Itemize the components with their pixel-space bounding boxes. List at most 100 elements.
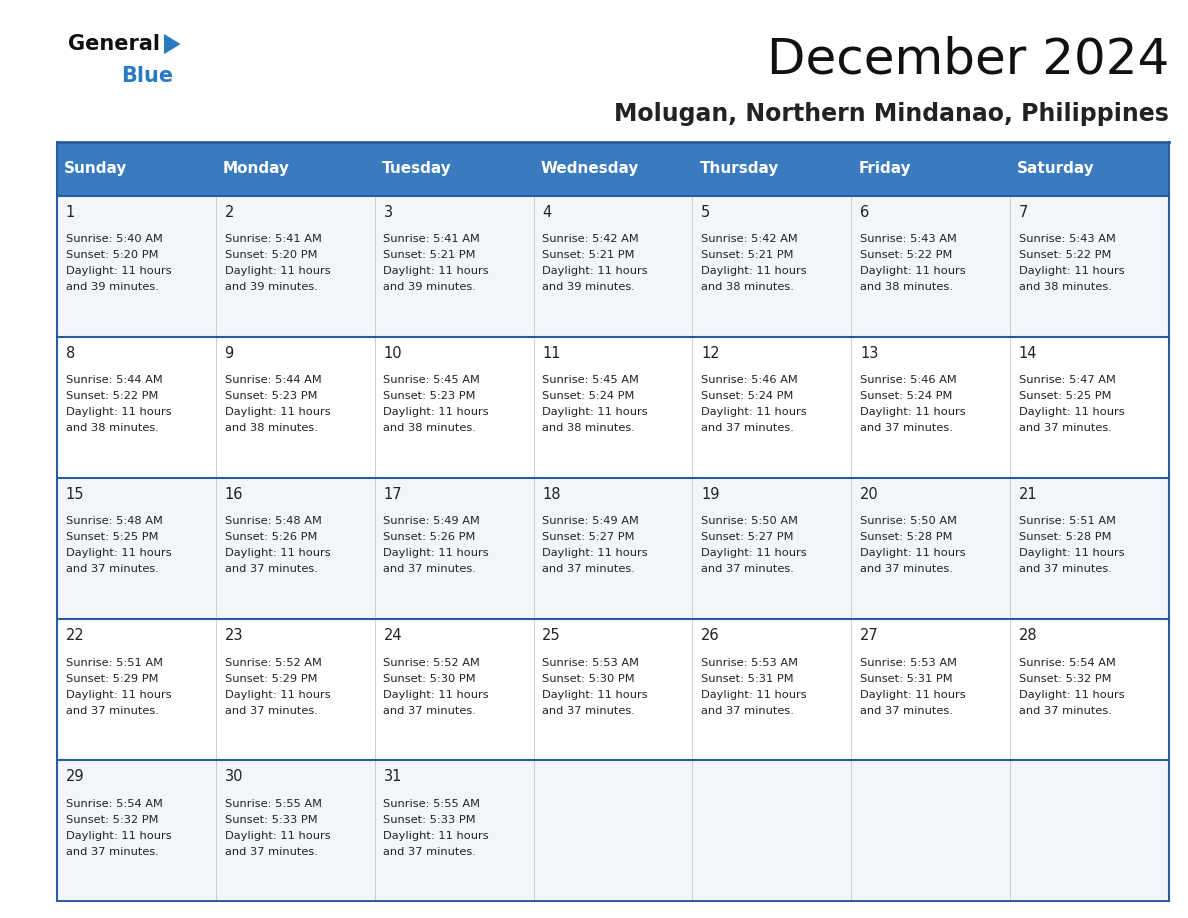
Text: and 37 minutes.: and 37 minutes. (542, 706, 636, 715)
Text: Sunset: 5:24 PM: Sunset: 5:24 PM (542, 391, 634, 401)
Bar (57, 478, 1169, 619)
Text: Sunrise: 5:52 AM: Sunrise: 5:52 AM (225, 657, 322, 667)
Text: Daylight: 11 hours: Daylight: 11 hours (225, 266, 330, 276)
Text: Sunset: 5:27 PM: Sunset: 5:27 PM (701, 532, 794, 543)
Text: Daylight: 11 hours: Daylight: 11 hours (701, 548, 807, 558)
Text: Sunrise: 5:46 AM: Sunrise: 5:46 AM (860, 375, 956, 386)
Polygon shape (164, 34, 181, 54)
Text: and 37 minutes.: and 37 minutes. (225, 846, 317, 856)
Text: Sunrise: 5:43 AM: Sunrise: 5:43 AM (1019, 234, 1116, 244)
Text: and 38 minutes.: and 38 minutes. (701, 282, 794, 292)
Text: Sunset: 5:27 PM: Sunset: 5:27 PM (542, 532, 634, 543)
Text: 18: 18 (542, 487, 561, 502)
Text: 22: 22 (65, 628, 84, 644)
Text: Blue: Blue (121, 66, 173, 86)
Text: Daylight: 11 hours: Daylight: 11 hours (384, 548, 489, 558)
Text: Sunset: 5:24 PM: Sunset: 5:24 PM (860, 391, 953, 401)
Text: and 37 minutes.: and 37 minutes. (1019, 423, 1112, 433)
Text: Sunrise: 5:51 AM: Sunrise: 5:51 AM (65, 657, 163, 667)
Text: Sunset: 5:21 PM: Sunset: 5:21 PM (542, 250, 634, 260)
Text: Sunrise: 5:49 AM: Sunrise: 5:49 AM (384, 517, 480, 526)
Text: 12: 12 (701, 346, 720, 361)
Text: Sunrise: 5:51 AM: Sunrise: 5:51 AM (1019, 517, 1116, 526)
Text: 31: 31 (384, 769, 402, 785)
Text: Daylight: 11 hours: Daylight: 11 hours (225, 689, 330, 700)
Text: and 37 minutes.: and 37 minutes. (1019, 706, 1112, 715)
Text: Daylight: 11 hours: Daylight: 11 hours (1019, 548, 1125, 558)
Text: Daylight: 11 hours: Daylight: 11 hours (701, 689, 807, 700)
Text: 27: 27 (860, 628, 879, 644)
Text: Wednesday: Wednesday (541, 162, 639, 176)
Text: 20: 20 (860, 487, 879, 502)
Bar (1010, 142, 1169, 196)
Text: and 37 minutes.: and 37 minutes. (1019, 565, 1112, 575)
Text: Daylight: 11 hours: Daylight: 11 hours (860, 266, 966, 276)
Text: Sunset: 5:26 PM: Sunset: 5:26 PM (225, 532, 317, 543)
Text: December 2024: December 2024 (766, 36, 1169, 84)
Text: Sunset: 5:29 PM: Sunset: 5:29 PM (65, 674, 158, 684)
Text: 29: 29 (65, 769, 84, 785)
Text: and 39 minutes.: and 39 minutes. (542, 282, 636, 292)
Text: Sunset: 5:23 PM: Sunset: 5:23 PM (384, 391, 476, 401)
Text: Sunset: 5:21 PM: Sunset: 5:21 PM (384, 250, 476, 260)
Text: Sunrise: 5:53 AM: Sunrise: 5:53 AM (701, 657, 798, 667)
Text: Sunset: 5:23 PM: Sunset: 5:23 PM (225, 391, 317, 401)
Text: and 39 minutes.: and 39 minutes. (225, 282, 317, 292)
Text: Daylight: 11 hours: Daylight: 11 hours (65, 831, 171, 841)
Text: Daylight: 11 hours: Daylight: 11 hours (65, 408, 171, 417)
Text: Sunset: 5:24 PM: Sunset: 5:24 PM (701, 391, 794, 401)
Text: Sunset: 5:20 PM: Sunset: 5:20 PM (65, 250, 158, 260)
Text: and 38 minutes.: and 38 minutes. (542, 423, 636, 433)
Text: Daylight: 11 hours: Daylight: 11 hours (542, 408, 647, 417)
Text: Daylight: 11 hours: Daylight: 11 hours (701, 266, 807, 276)
Text: 25: 25 (542, 628, 561, 644)
Text: Daylight: 11 hours: Daylight: 11 hours (542, 689, 647, 700)
Text: 2: 2 (225, 205, 234, 219)
Text: 8: 8 (65, 346, 75, 361)
Text: Sunrise: 5:50 AM: Sunrise: 5:50 AM (701, 517, 798, 526)
Text: Sunrise: 5:53 AM: Sunrise: 5:53 AM (542, 657, 639, 667)
Text: Daylight: 11 hours: Daylight: 11 hours (1019, 266, 1125, 276)
Text: Sunrise: 5:54 AM: Sunrise: 5:54 AM (65, 799, 163, 809)
Text: Daylight: 11 hours: Daylight: 11 hours (65, 266, 171, 276)
Text: and 38 minutes.: and 38 minutes. (384, 423, 476, 433)
Text: 28: 28 (1019, 628, 1037, 644)
Text: Sunrise: 5:45 AM: Sunrise: 5:45 AM (542, 375, 639, 386)
Text: and 38 minutes.: and 38 minutes. (860, 282, 953, 292)
Text: 5: 5 (701, 205, 710, 219)
Text: Sunrise: 5:49 AM: Sunrise: 5:49 AM (542, 517, 639, 526)
Text: Sunset: 5:33 PM: Sunset: 5:33 PM (225, 815, 317, 824)
Text: Sunset: 5:33 PM: Sunset: 5:33 PM (384, 815, 476, 824)
Text: Daylight: 11 hours: Daylight: 11 hours (225, 548, 330, 558)
Text: Sunset: 5:30 PM: Sunset: 5:30 PM (384, 674, 476, 684)
Bar (693, 142, 852, 196)
Text: 14: 14 (1019, 346, 1037, 361)
Bar (57, 760, 1169, 901)
Text: and 37 minutes.: and 37 minutes. (701, 706, 794, 715)
Text: Sunrise: 5:40 AM: Sunrise: 5:40 AM (65, 234, 163, 244)
Text: Sunset: 5:28 PM: Sunset: 5:28 PM (1019, 532, 1112, 543)
Text: Daylight: 11 hours: Daylight: 11 hours (1019, 408, 1125, 417)
Text: 11: 11 (542, 346, 561, 361)
Text: Sunset: 5:31 PM: Sunset: 5:31 PM (860, 674, 953, 684)
Text: Sunrise: 5:45 AM: Sunrise: 5:45 AM (384, 375, 480, 386)
Text: Sunrise: 5:42 AM: Sunrise: 5:42 AM (701, 234, 798, 244)
Text: 9: 9 (225, 346, 234, 361)
Text: 21: 21 (1019, 487, 1037, 502)
Text: Sunrise: 5:52 AM: Sunrise: 5:52 AM (384, 657, 480, 667)
Text: Saturday: Saturday (1017, 162, 1095, 176)
Text: and 37 minutes.: and 37 minutes. (384, 565, 476, 575)
Text: Daylight: 11 hours: Daylight: 11 hours (860, 408, 966, 417)
Text: 23: 23 (225, 628, 244, 644)
Text: Sunrise: 5:41 AM: Sunrise: 5:41 AM (225, 234, 322, 244)
Text: Daylight: 11 hours: Daylight: 11 hours (860, 689, 966, 700)
Text: Sunrise: 5:55 AM: Sunrise: 5:55 AM (384, 799, 480, 809)
Text: and 37 minutes.: and 37 minutes. (542, 565, 636, 575)
Text: and 38 minutes.: and 38 minutes. (1019, 282, 1112, 292)
Text: Sunrise: 5:50 AM: Sunrise: 5:50 AM (860, 517, 958, 526)
Bar (216, 142, 374, 196)
Text: Daylight: 11 hours: Daylight: 11 hours (860, 548, 966, 558)
Text: Daylight: 11 hours: Daylight: 11 hours (542, 548, 647, 558)
Text: Daylight: 11 hours: Daylight: 11 hours (225, 831, 330, 841)
Text: Sunset: 5:22 PM: Sunset: 5:22 PM (1019, 250, 1111, 260)
